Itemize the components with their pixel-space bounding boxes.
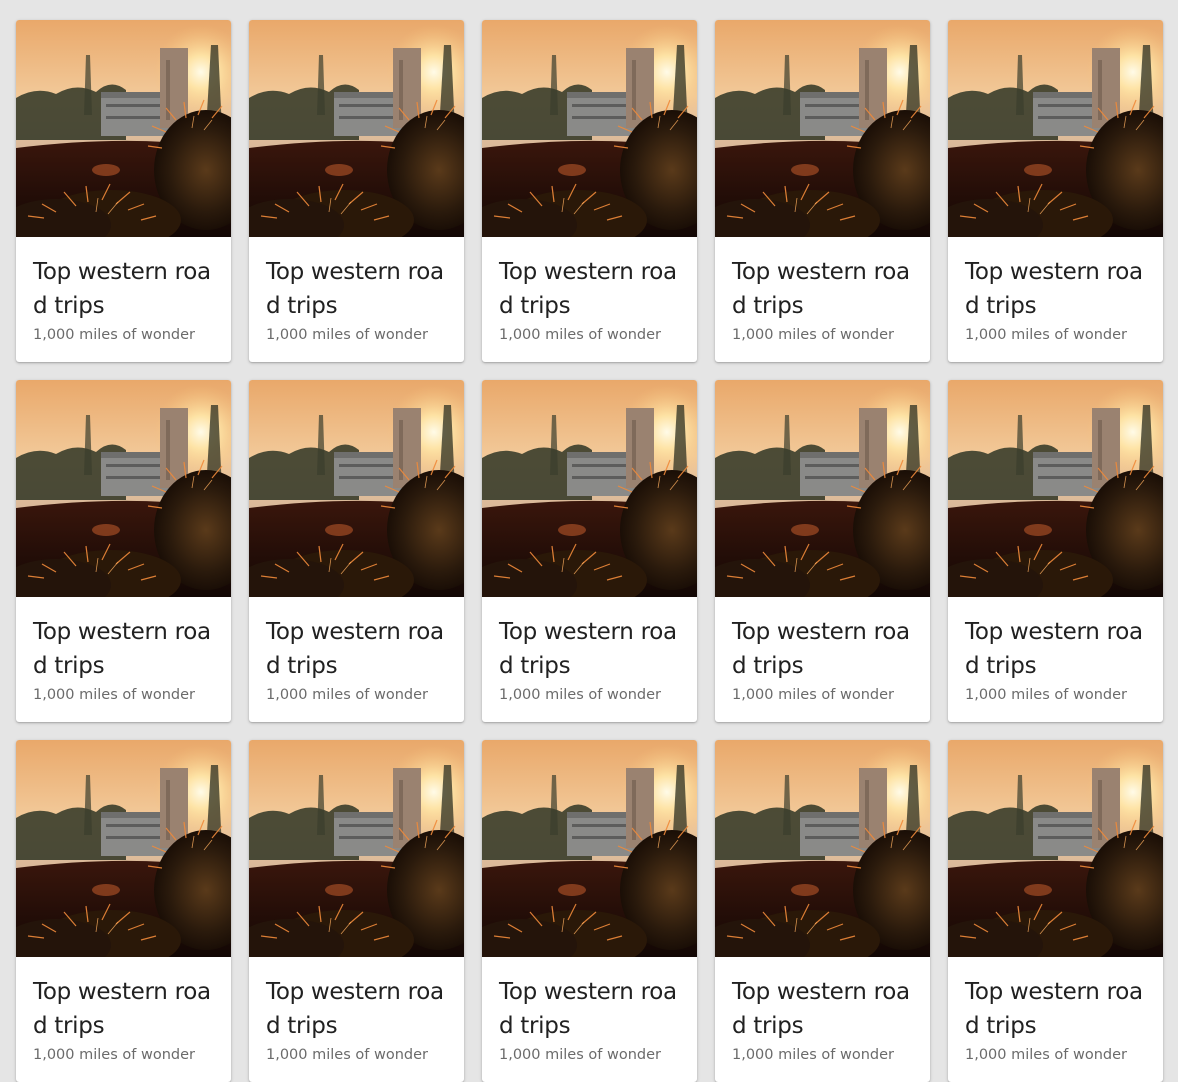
- card-title: Top western road trips: [499, 979, 677, 1039]
- card-body: Top western road trips 1,000 miles of wo…: [16, 957, 231, 1065]
- cactus-sunset-photo-icon: [16, 380, 231, 597]
- card-title: Top western road trips: [33, 619, 211, 679]
- card-image: [482, 380, 697, 597]
- card-title: Top western road trips: [266, 619, 444, 679]
- cactus-sunset-photo-icon: [249, 740, 464, 957]
- cactus-sunset-photo-icon: [482, 740, 697, 957]
- card[interactable]: Top western road trips 1,000 miles of wo…: [249, 20, 464, 362]
- card-subtitle: 1,000 miles of wonder: [965, 1047, 1127, 1063]
- card[interactable]: Top western road trips 1,000 miles of wo…: [948, 380, 1163, 722]
- card-title: Top western road trips: [266, 979, 444, 1039]
- card[interactable]: Top western road trips 1,000 miles of wo…: [948, 20, 1163, 362]
- card-body: Top western road trips 1,000 miles of wo…: [482, 237, 697, 345]
- card-title: Top western road trips: [33, 979, 211, 1039]
- cactus-sunset-photo-icon: [715, 20, 930, 237]
- card-subtitle: 1,000 miles of wonder: [33, 687, 195, 703]
- card[interactable]: Top western road trips 1,000 miles of wo…: [715, 20, 930, 362]
- card[interactable]: Top western road trips 1,000 miles of wo…: [715, 740, 930, 1082]
- card[interactable]: Top western road trips 1,000 miles of wo…: [16, 20, 231, 362]
- card[interactable]: Top western road trips 1,000 miles of wo…: [482, 20, 697, 362]
- cactus-sunset-photo-icon: [715, 380, 930, 597]
- card-body: Top western road trips 1,000 miles of wo…: [948, 597, 1163, 705]
- cactus-sunset-photo-icon: [948, 20, 1163, 237]
- card-subtitle: 1,000 miles of wonder: [499, 687, 661, 703]
- card-subtitle: 1,000 miles of wonder: [499, 327, 661, 343]
- card-image: [482, 20, 697, 237]
- card[interactable]: Top western road trips 1,000 miles of wo…: [482, 380, 697, 722]
- card-body: Top western road trips 1,000 miles of wo…: [715, 597, 930, 705]
- card-subtitle: 1,000 miles of wonder: [266, 327, 428, 343]
- card-subtitle: 1,000 miles of wonder: [499, 1047, 661, 1063]
- cactus-sunset-photo-icon: [16, 740, 231, 957]
- card-title: Top western road trips: [965, 619, 1143, 679]
- card-subtitle: 1,000 miles of wonder: [33, 327, 195, 343]
- card-body: Top western road trips 1,000 miles of wo…: [249, 237, 464, 345]
- card-title: Top western road trips: [499, 259, 677, 319]
- card-image: [249, 740, 464, 957]
- cactus-sunset-photo-icon: [948, 740, 1163, 957]
- card-image: [948, 740, 1163, 957]
- card-title: Top western road trips: [732, 259, 910, 319]
- card-subtitle: 1,000 miles of wonder: [266, 1047, 428, 1063]
- cactus-sunset-photo-icon: [249, 20, 464, 237]
- card-body: Top western road trips 1,000 miles of wo…: [948, 237, 1163, 345]
- card-body: Top western road trips 1,000 miles of wo…: [16, 237, 231, 345]
- card-title: Top western road trips: [965, 259, 1143, 319]
- card-body: Top western road trips 1,000 miles of wo…: [16, 597, 231, 705]
- card-image: [715, 740, 930, 957]
- card-body: Top western road trips 1,000 miles of wo…: [948, 957, 1163, 1065]
- card-image: [249, 380, 464, 597]
- card-body: Top western road trips 1,000 miles of wo…: [249, 597, 464, 705]
- card-title: Top western road trips: [732, 619, 910, 679]
- card-image: [16, 20, 231, 237]
- card[interactable]: Top western road trips 1,000 miles of wo…: [948, 740, 1163, 1082]
- card-image: [16, 740, 231, 957]
- card[interactable]: Top western road trips 1,000 miles of wo…: [249, 380, 464, 722]
- card-body: Top western road trips 1,000 miles of wo…: [715, 957, 930, 1065]
- card-title: Top western road trips: [732, 979, 910, 1039]
- card-image: [249, 20, 464, 237]
- card-subtitle: 1,000 miles of wonder: [732, 327, 894, 343]
- card-image: [948, 20, 1163, 237]
- card-title: Top western road trips: [266, 259, 444, 319]
- card-grid: Top western road trips 1,000 miles of wo…: [16, 20, 1163, 1082]
- card-image: [715, 20, 930, 237]
- cactus-sunset-photo-icon: [482, 20, 697, 237]
- card-body: Top western road trips 1,000 miles of wo…: [482, 957, 697, 1065]
- card[interactable]: Top western road trips 1,000 miles of wo…: [16, 380, 231, 722]
- card[interactable]: Top western road trips 1,000 miles of wo…: [482, 740, 697, 1082]
- card-image: [16, 380, 231, 597]
- card-image: [715, 380, 930, 597]
- card-body: Top western road trips 1,000 miles of wo…: [482, 597, 697, 705]
- cactus-sunset-photo-icon: [948, 380, 1163, 597]
- card-body: Top western road trips 1,000 miles of wo…: [715, 237, 930, 345]
- card-image: [948, 380, 1163, 597]
- card-image: [482, 740, 697, 957]
- cactus-sunset-photo-icon: [16, 20, 231, 237]
- card-title: Top western road trips: [499, 619, 677, 679]
- card-subtitle: 1,000 miles of wonder: [732, 687, 894, 703]
- cactus-sunset-photo-icon: [249, 380, 464, 597]
- card-subtitle: 1,000 miles of wonder: [732, 1047, 894, 1063]
- card[interactable]: Top western road trips 1,000 miles of wo…: [249, 740, 464, 1082]
- card-title: Top western road trips: [33, 259, 211, 319]
- card-subtitle: 1,000 miles of wonder: [33, 1047, 195, 1063]
- card[interactable]: Top western road trips 1,000 miles of wo…: [16, 740, 231, 1082]
- card-subtitle: 1,000 miles of wonder: [266, 687, 428, 703]
- card-subtitle: 1,000 miles of wonder: [965, 327, 1127, 343]
- card[interactable]: Top western road trips 1,000 miles of wo…: [715, 380, 930, 722]
- card-subtitle: 1,000 miles of wonder: [965, 687, 1127, 703]
- card-title: Top western road trips: [965, 979, 1143, 1039]
- cactus-sunset-photo-icon: [715, 740, 930, 957]
- card-body: Top western road trips 1,000 miles of wo…: [249, 957, 464, 1065]
- cactus-sunset-photo-icon: [482, 380, 697, 597]
